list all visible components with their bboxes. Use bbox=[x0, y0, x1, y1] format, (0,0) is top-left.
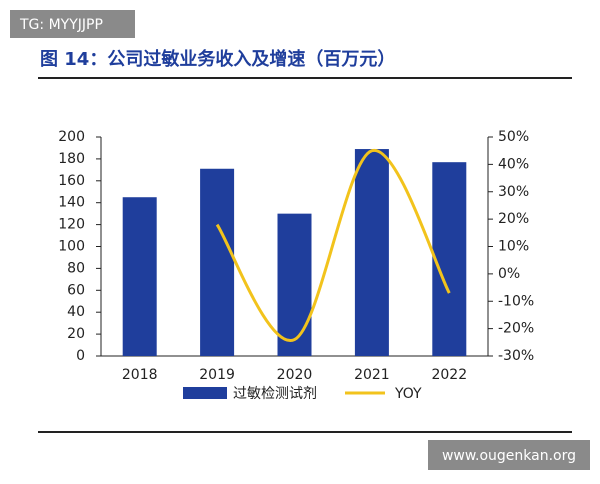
y-tick-label: 180 bbox=[58, 151, 85, 167]
legend-swatch bbox=[183, 387, 227, 399]
watermark: TG: MYYJJPP bbox=[19, 17, 103, 33]
y2-tick-label: 40% bbox=[498, 156, 529, 172]
y-tick-label: 40 bbox=[67, 304, 85, 320]
y2-tick-label: 30% bbox=[498, 184, 529, 200]
legend-label: 过敏检测试剂 bbox=[233, 386, 317, 402]
y-tick-label: 200 bbox=[58, 129, 85, 145]
legend-label: YOY bbox=[394, 386, 422, 402]
watermark: www.ougenkan.org bbox=[442, 448, 576, 464]
y2-tick-label: -10% bbox=[498, 293, 534, 309]
y-tick-label: 20 bbox=[67, 326, 85, 342]
y-tick-label: 60 bbox=[67, 282, 85, 298]
bar bbox=[277, 213, 312, 356]
bar bbox=[354, 149, 389, 356]
y-tick-label: 140 bbox=[58, 195, 85, 211]
y2-tick-label: 20% bbox=[498, 211, 529, 227]
x-tick-label: 2020 bbox=[277, 367, 313, 383]
y2-tick-label: 0% bbox=[498, 266, 520, 282]
bar bbox=[122, 197, 157, 356]
x-tick-label: 2019 bbox=[199, 367, 235, 383]
x-tick-label: 2018 bbox=[122, 367, 158, 383]
watermark-box bbox=[10, 10, 135, 38]
y2-tick-label: -20% bbox=[498, 321, 534, 337]
y2-tick-label: 10% bbox=[498, 239, 529, 255]
y-tick-label: 160 bbox=[58, 173, 85, 189]
y-tick-label: 0 bbox=[76, 348, 85, 364]
y-tick-label: 80 bbox=[67, 260, 85, 276]
bar bbox=[432, 162, 467, 356]
x-tick-label: 2022 bbox=[431, 367, 467, 383]
chart-title: 图 14：公司过敏业务收入及增速（百万元） bbox=[40, 48, 395, 70]
x-tick-label: 2021 bbox=[354, 367, 390, 383]
y2-tick-label: 50% bbox=[498, 129, 529, 145]
y2-tick-label: -30% bbox=[498, 348, 534, 364]
line bbox=[215, 149, 451, 342]
bar bbox=[200, 168, 235, 356]
watermark-box bbox=[428, 440, 590, 470]
y-tick-label: 100 bbox=[58, 239, 85, 255]
y-tick-label: 120 bbox=[58, 217, 85, 233]
